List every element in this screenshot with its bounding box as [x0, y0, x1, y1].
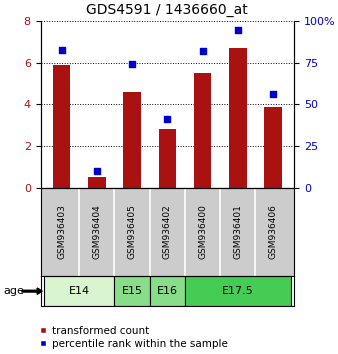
Point [165, 116, 170, 122]
Text: E17.5: E17.5 [222, 286, 254, 296]
Bar [194, 73, 211, 188]
Bar [123, 92, 141, 188]
Text: E15: E15 [122, 286, 143, 296]
Bar [264, 107, 282, 188]
Bar [44, 276, 115, 306]
Point [129, 62, 135, 67]
Text: GSM936402: GSM936402 [163, 205, 172, 259]
Text: GSM936404: GSM936404 [92, 205, 101, 259]
Text: age: age [3, 286, 24, 296]
Bar [185, 276, 291, 306]
Text: GSM936405: GSM936405 [128, 204, 137, 259]
Bar [53, 65, 71, 188]
Legend: transformed count, percentile rank within the sample: transformed count, percentile rank withi… [39, 326, 227, 349]
Text: GSM936406: GSM936406 [268, 204, 277, 259]
Bar [229, 48, 246, 188]
Text: GSM936400: GSM936400 [198, 204, 207, 259]
Point [59, 47, 64, 52]
Text: E16: E16 [157, 286, 178, 296]
Point [200, 48, 205, 54]
Bar [150, 276, 185, 306]
Bar [115, 276, 150, 306]
Point [235, 27, 240, 32]
Point [94, 168, 100, 174]
Title: GDS4591 / 1436660_at: GDS4591 / 1436660_at [87, 4, 248, 17]
Text: GSM936401: GSM936401 [233, 204, 242, 259]
Bar [159, 130, 176, 188]
Point [270, 92, 276, 97]
Text: GSM936403: GSM936403 [57, 204, 66, 259]
Text: E14: E14 [69, 286, 90, 296]
Bar [88, 177, 106, 188]
